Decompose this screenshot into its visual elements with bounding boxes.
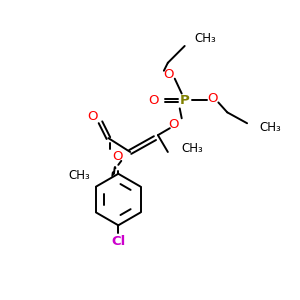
Text: O: O (164, 68, 174, 81)
Text: CH₃: CH₃ (182, 142, 203, 154)
Text: P: P (180, 94, 190, 107)
Text: Cl: Cl (111, 235, 125, 248)
Text: CH₃: CH₃ (195, 32, 216, 44)
Text: O: O (87, 110, 98, 123)
Text: O: O (207, 92, 218, 105)
Text: O: O (169, 118, 179, 131)
Text: CH₃: CH₃ (69, 169, 91, 182)
Text: O: O (112, 150, 123, 164)
Text: CH₃: CH₃ (259, 121, 281, 134)
Text: O: O (149, 94, 159, 107)
